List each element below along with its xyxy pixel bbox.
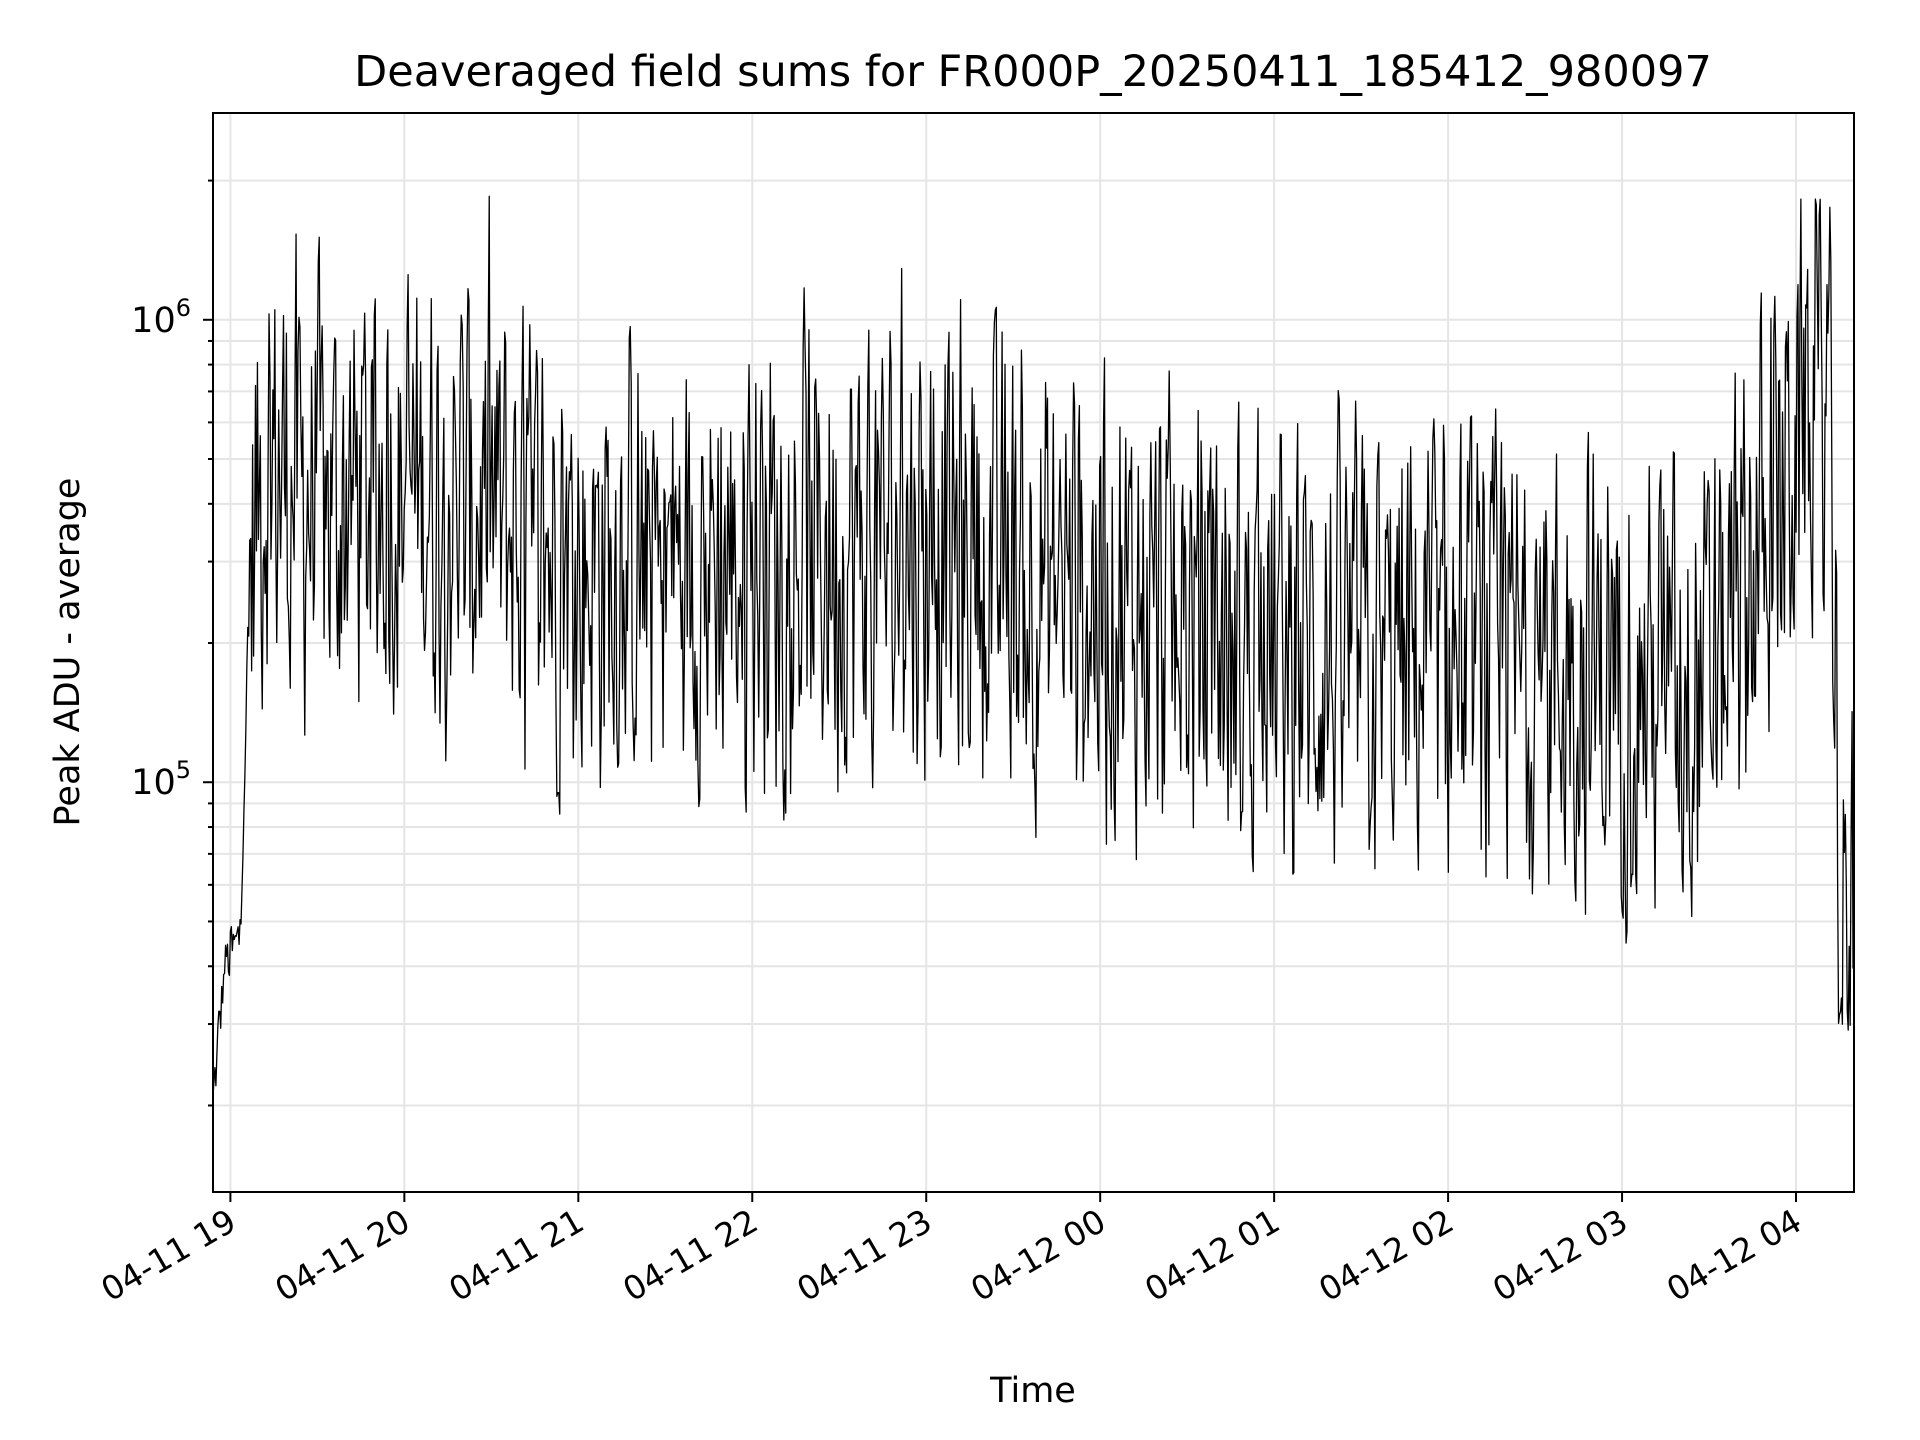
plot-frame bbox=[212, 112, 1855, 1193]
y-tick-label: 105 bbox=[131, 756, 191, 803]
series-group bbox=[212, 195, 1855, 1097]
chart-title: Deaveraged field sums for FR000P_2025041… bbox=[354, 47, 1712, 97]
series-line bbox=[212, 195, 1855, 1097]
y-axis: 105 106 bbox=[131, 179, 213, 1107]
y-axis-label: Peak ADU - average bbox=[48, 478, 88, 827]
y-tick-label: 106 bbox=[131, 294, 191, 341]
x-axis-label: Time bbox=[989, 1371, 1076, 1411]
